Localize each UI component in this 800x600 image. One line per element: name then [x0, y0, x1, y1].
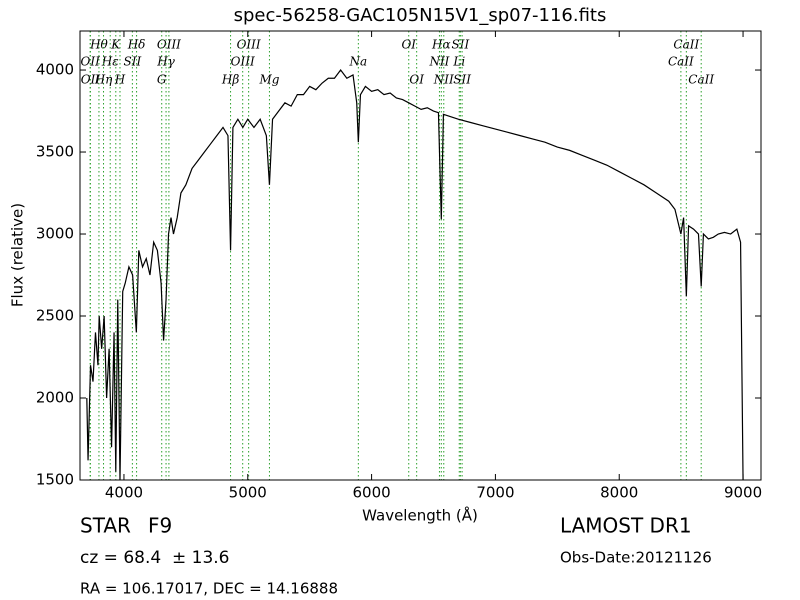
spectral-line-label: Li — [452, 55, 465, 69]
spectral-line-label: Hη — [94, 73, 113, 87]
x-tick-label: 8000 — [600, 484, 638, 502]
y-tick-label: 2000 — [36, 389, 74, 407]
spectral-line-label: SII — [453, 73, 471, 87]
spectral-line-label: Hβ — [221, 73, 239, 87]
spectral-line-label: CaII — [673, 38, 699, 52]
coordinates: RA = 106.17017, DEC = 14.16888 — [80, 580, 338, 598]
spectral-line-label: OIII — [157, 38, 181, 52]
spectral-line-label: SII — [452, 38, 470, 52]
y-axis-label: Flux (relative) — [9, 203, 27, 307]
x-tick-label: 7000 — [476, 484, 514, 502]
y-tick-label: 1500 — [36, 471, 74, 489]
spectral-line-label: Hδ — [127, 38, 146, 52]
spectral-line-label: Hα — [431, 38, 451, 52]
y-tick-label: 2500 — [36, 307, 74, 325]
spectral-line-label: Mg — [258, 73, 279, 87]
x-axis-label: Wavelength (Å) — [362, 506, 478, 525]
obs-date: Obs-Date:20121126 — [560, 549, 712, 567]
x-tick-label: 9000 — [724, 484, 762, 502]
plot-frame — [79, 30, 762, 481]
spectral-line-label: Hθ — [89, 38, 108, 52]
spectral-line-label: OII — [80, 55, 100, 69]
spectral-line-label: OIII — [237, 38, 261, 52]
spectral-line-label: NII — [433, 73, 454, 87]
spectral-line-label: Na — [349, 55, 368, 69]
spectral-line-label: H — [114, 73, 126, 87]
spectral-line-label: Hε — [101, 55, 119, 69]
redshift: cz = 68.4 ± 13.6 — [80, 548, 229, 568]
spectral-line-label: SII — [124, 55, 142, 69]
x-tick-label: 6000 — [352, 484, 390, 502]
spectral-line-label: CaII — [688, 73, 714, 87]
y-tick-label: 3000 — [36, 225, 74, 243]
x-tick-label: 4000 — [105, 484, 143, 502]
spectral-line-label: NII — [428, 55, 449, 69]
spectral-line-label: G — [157, 73, 167, 87]
object-subclass: F9 — [148, 514, 172, 538]
spectral-line-label: K — [110, 38, 121, 52]
spectral-line-label: Hγ — [156, 55, 175, 69]
chart-title: spec-56258-GAC105N15V1_sp07-116.fits — [234, 5, 607, 26]
spectral-line-label: OI — [401, 38, 416, 52]
x-tick-label: 5000 — [229, 484, 267, 502]
y-tick-label: 4000 — [36, 61, 74, 79]
spectral-line-label: OI — [409, 73, 424, 87]
spectral-line-label: OII — [81, 73, 101, 87]
spectral-line-label: OIII — [231, 55, 255, 69]
y-tick-label: 3500 — [36, 143, 74, 161]
spectral-line-label: CaII — [668, 55, 694, 69]
object-class: STAR — [80, 514, 131, 538]
spectrum-line — [86, 69, 744, 480]
survey: LAMOST DR1 — [560, 514, 692, 538]
